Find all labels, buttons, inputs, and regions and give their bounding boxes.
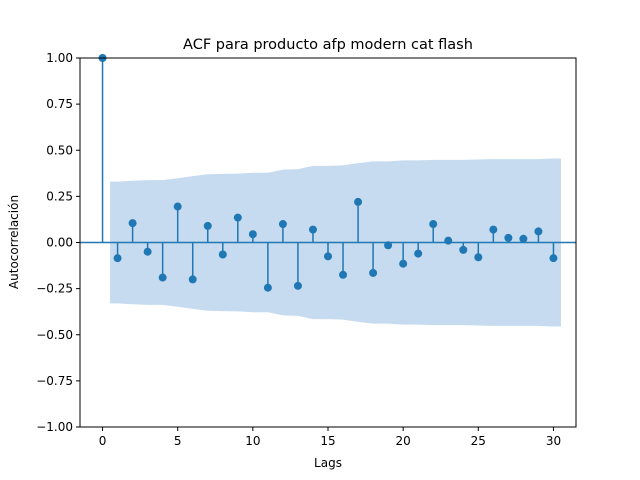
acf-point-lag-25	[474, 253, 483, 262]
plot-area: 0 5 10 15 20 25 30 −1.00 −0.75 −0.50 −0.25 0.00 0.25…	[36, 51, 577, 448]
y-tick-label: −0.50	[36, 328, 73, 342]
acf-point-lag-1	[113, 254, 122, 263]
acf-point-lag-13	[293, 281, 302, 290]
y-tick-label: 0.75	[46, 97, 73, 111]
x-axis-label: Lags	[314, 456, 342, 470]
acf-point-lag-9	[233, 213, 242, 222]
acf-point-lag-5	[173, 202, 182, 211]
y-tick-label: 0.00	[46, 236, 73, 250]
acf-point-lag-3	[143, 247, 152, 256]
y-tick-label: 1.00	[46, 51, 73, 65]
acf-point-lag-7	[203, 221, 212, 230]
y-tick-label: 0.50	[46, 143, 73, 157]
x-tick-label: 25	[471, 434, 486, 448]
acf-point-lag-24	[459, 245, 468, 254]
acf-point-lag-6	[188, 275, 197, 284]
acf-point-lag-14	[308, 225, 317, 234]
x-tick-label: 15	[320, 434, 335, 448]
acf-point-lag-30	[549, 254, 558, 263]
acf-point-lag-4	[158, 273, 167, 282]
acf-point-lag-21	[414, 249, 423, 258]
acf-point-lag-16	[339, 270, 348, 279]
x-tick-label: 20	[396, 434, 411, 448]
acf-point-lag-10	[248, 230, 257, 239]
acf-point-lag-19	[384, 241, 393, 250]
y-tick-label: −1.00	[36, 420, 73, 434]
acf-point-lag-28	[519, 234, 528, 243]
x-tick-label: 10	[245, 434, 260, 448]
x-tick-label: 0	[99, 434, 107, 448]
acf-point-lag-15	[324, 252, 332, 261]
acf-point-lag-20	[399, 259, 408, 268]
acf-point-lag-22	[429, 220, 438, 229]
x-tick-label: 30	[546, 434, 561, 448]
y-tick-label: −0.75	[36, 374, 73, 388]
acf-point-lag-17	[354, 197, 363, 206]
acf-point-lag-18	[369, 268, 378, 277]
chart-title: ACF para producto afp modern cat flash	[183, 37, 473, 53]
acf-point-lag-26	[489, 225, 498, 234]
acf-point-lag-11	[263, 283, 272, 292]
acf-point-lag-2	[128, 219, 137, 228]
y-tick-label: −0.25	[36, 282, 73, 296]
x-tick-label: 5	[174, 434, 182, 448]
y-tick-label: 0.25	[46, 189, 73, 203]
acf-point-lag-12	[278, 220, 287, 229]
y-axis-label: Autocorrelación	[7, 195, 21, 289]
acf-point-lag-27	[504, 233, 513, 242]
acf-point-lag-8	[218, 250, 227, 259]
acf-point-lag-23	[444, 236, 453, 245]
acf-point-lag-29	[534, 227, 543, 236]
